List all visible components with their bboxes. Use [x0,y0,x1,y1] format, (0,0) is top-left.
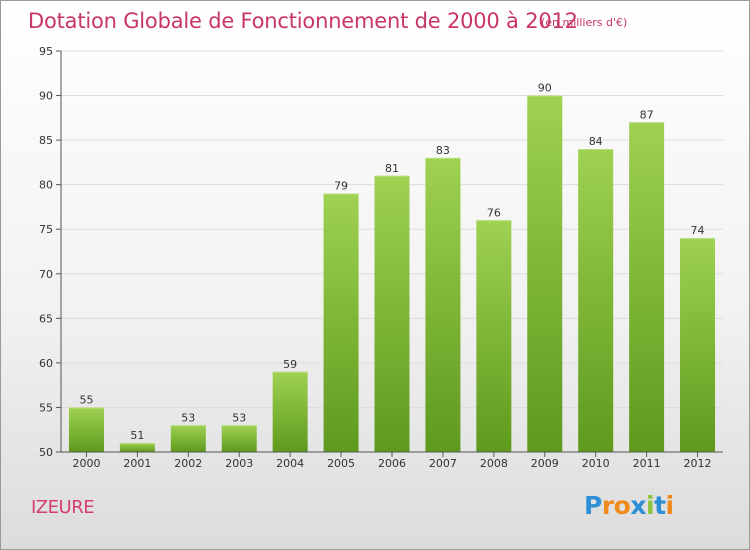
commune-name: IZEURE [31,497,95,518]
logo-letter: P [584,491,602,520]
bar [68,407,104,452]
logo-letter: x [630,491,646,520]
bar [527,95,563,453]
chart-subtitle: (en milliers d'€) [541,16,628,29]
bar [374,175,410,452]
proxiti-logo[interactable]: Proxiti [584,491,674,520]
x-tick-label: 2001 [123,457,151,470]
x-tick-label: 2009 [531,457,559,470]
data-label: 84 [589,135,603,148]
logo-letter: r [601,491,614,520]
y-tick-label: 65 [39,312,53,325]
x-tick-label: 2003 [225,457,253,470]
y-tick-label: 55 [39,401,53,414]
data-label: 83 [436,144,450,157]
data-label: 81 [385,162,399,175]
axes [56,50,723,457]
data-label: 59 [283,358,297,371]
data-label: 74 [691,224,705,237]
bar [680,238,716,452]
x-tick-label: 2007 [429,457,457,470]
bar [170,425,206,452]
y-tick-label: 95 [39,45,53,58]
bar [629,122,665,453]
bar [221,425,257,452]
x-tick-label: 2011 [633,457,661,470]
x-tick-label: 2006 [378,457,406,470]
bars [68,95,716,453]
x-tick-label: 2005 [327,457,355,470]
chart-title: Dotation Globale de Fonctionnement de 20… [28,9,578,33]
bar [578,149,614,452]
logo-letter: o [613,491,631,520]
y-tick-label: 50 [39,446,53,459]
y-tick-label: 70 [39,268,53,281]
data-label: 87 [640,108,654,121]
logo-letter: i [665,491,675,520]
logo-letter: i [646,491,655,520]
data-label: 53 [232,411,246,424]
bar [323,193,359,453]
data-label: 53 [181,411,195,424]
bar [119,443,155,452]
data-label: 51 [130,429,144,442]
y-tick-label: 85 [39,134,53,147]
y-tick-label: 60 [39,357,53,370]
labels: 50 55 60 65 70 75 80 85 90 95 55 2000 51 2001 53 2002 53… [39,45,712,470]
y-tick-label: 75 [39,223,53,236]
data-label: 76 [487,206,501,219]
bar [425,157,461,452]
bar [272,371,308,452]
x-tick-label: 2004 [276,457,304,470]
x-tick-label: 2002 [174,457,202,470]
y-tick-label: 90 [39,90,53,103]
y-tick-label: 80 [39,179,53,192]
x-tick-label: 2010 [582,457,610,470]
logo-letter: t [654,491,666,520]
x-tick-label: 2000 [72,457,100,470]
data-label: 90 [538,82,552,95]
data-label: 55 [79,393,93,406]
bar [476,220,512,452]
data-label: 79 [334,180,348,193]
x-tick-label: 2012 [684,457,712,470]
x-tick-label: 2008 [480,457,508,470]
